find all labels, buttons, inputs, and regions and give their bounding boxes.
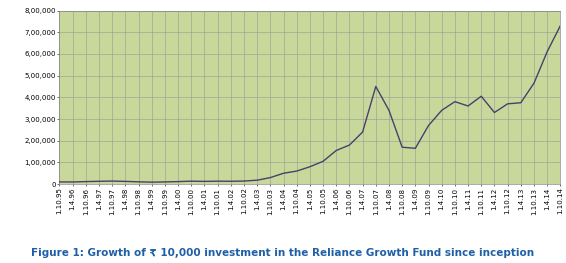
Text: Figure 1: Growth of ₹ 10,000 investment in the Reliance Growth Fund since incept: Figure 1: Growth of ₹ 10,000 investment … bbox=[32, 248, 534, 258]
